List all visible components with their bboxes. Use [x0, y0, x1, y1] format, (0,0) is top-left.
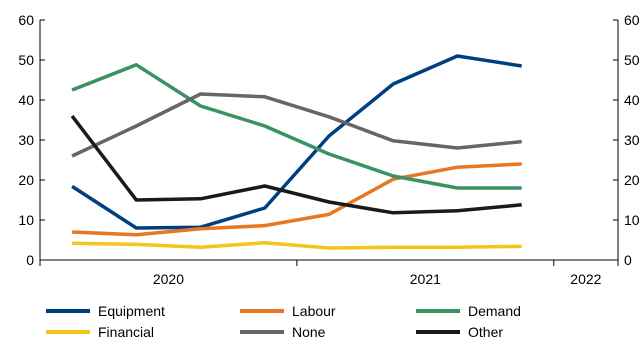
y-tick-label-left: 60 [18, 12, 34, 28]
y-tick-label-right: 60 [624, 12, 640, 28]
y-tick-label-left: 10 [18, 212, 34, 228]
legend-swatch [46, 309, 90, 313]
series-line-other [70, 114, 522, 215]
series-line-demand [71, 63, 522, 190]
legend-item-financial: Financial [46, 323, 154, 341]
legend-item-labour: Labour [240, 302, 336, 320]
y-tick-label-right: 0 [624, 252, 632, 268]
y-tick-label-right: 30 [624, 132, 640, 148]
x-tick-label: 2021 [410, 271, 441, 287]
series-line-labour [72, 162, 522, 237]
series-lines [70, 54, 522, 250]
legend-swatch [416, 309, 460, 313]
legend-item-demand: Demand [416, 302, 521, 320]
y-tick-label-left: 40 [18, 92, 34, 108]
legend-swatch [240, 309, 284, 313]
y-tick-label-right: 20 [624, 172, 640, 188]
legend-item-none: None [240, 323, 325, 341]
series-line-equipment [71, 54, 522, 230]
x-tick-label: 2022 [570, 271, 601, 287]
legend-label: Demand [468, 303, 521, 319]
y-tick-label-left: 30 [18, 132, 34, 148]
series-line-financial [72, 241, 522, 250]
legend-label: Equipment [98, 303, 165, 319]
legend-swatch [240, 330, 284, 334]
x-tick-label: 2020 [153, 271, 184, 287]
legend-label: Labour [292, 303, 336, 319]
legend-label: Other [468, 324, 504, 340]
legend-swatch [416, 330, 460, 334]
legend-label: None [292, 324, 326, 340]
legend-item-other: Other [416, 323, 503, 341]
y-tick-label-left: 20 [18, 172, 34, 188]
y-tick-label-right: 40 [624, 92, 640, 108]
series-line-none [71, 92, 522, 158]
legend-label: Financial [98, 324, 155, 340]
legend: Equipment Labour Demand Financial None Other [0, 300, 642, 342]
legend-swatch [46, 330, 90, 334]
y-tick-label-left: 50 [18, 52, 34, 68]
legend-item-equipment: Equipment [46, 302, 165, 320]
y-tick-label-right: 50 [624, 52, 640, 68]
y-tick-label-right: 10 [624, 212, 640, 228]
y-tick-label-left: 0 [26, 252, 34, 268]
